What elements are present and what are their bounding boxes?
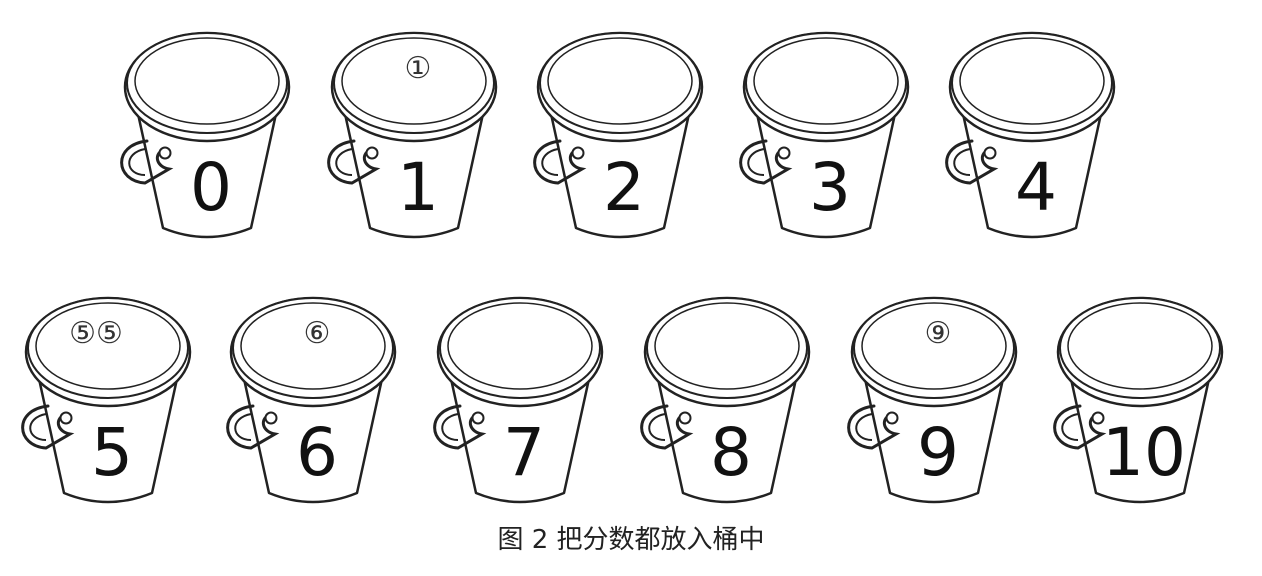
bucket-1: 1① xyxy=(327,31,498,239)
bucket-7: 7 xyxy=(433,296,604,504)
bucket-icon xyxy=(120,31,291,239)
bucket-icon xyxy=(226,296,397,504)
bucket-number: 4 xyxy=(1015,149,1057,226)
bucket-number: 5 xyxy=(91,414,133,491)
bucket-number: 8 xyxy=(710,414,752,491)
bucket-icon xyxy=(945,31,1116,239)
bucket-5: 5 ⑤⑤ xyxy=(21,296,192,504)
bucket-number: 1 xyxy=(397,149,439,226)
lid-mark: ⑥ xyxy=(304,316,331,351)
bucket-8: 8 xyxy=(640,296,811,504)
bucket-number: 6 xyxy=(296,414,338,491)
bucket-10: 10 xyxy=(1053,296,1224,504)
bucket-number: 9 xyxy=(917,414,959,491)
bucket-0: 0 xyxy=(120,31,291,239)
bucket-2: 2 xyxy=(533,31,704,239)
bucket-number: 0 xyxy=(190,149,232,226)
bucket-3: 3 xyxy=(739,31,910,239)
bucket-6: 6⑥ xyxy=(226,296,397,504)
lid-mark: ① xyxy=(405,51,432,86)
bucket-4: 4 xyxy=(945,31,1116,239)
bucket-icon xyxy=(533,31,704,239)
bucket-icon xyxy=(327,31,498,239)
lid-mark: ⑨ xyxy=(925,316,952,351)
lid-mark: ⑤⑤ xyxy=(69,316,123,351)
bucket-icon xyxy=(433,296,604,504)
bucket-icon xyxy=(1053,296,1224,504)
bucket-number: 10 xyxy=(1102,414,1186,491)
bucket-icon xyxy=(847,296,1018,504)
bucket-icon xyxy=(739,31,910,239)
bucket-9: 9⑨ xyxy=(847,296,1018,504)
bucket-icon xyxy=(640,296,811,504)
bucket-number: 3 xyxy=(809,149,851,226)
figure-caption: 图 2 把分数都放入桶中 xyxy=(497,525,765,555)
bucket-number: 7 xyxy=(503,414,545,491)
bucket-icon xyxy=(21,296,192,504)
bucket-number: 2 xyxy=(603,149,645,226)
